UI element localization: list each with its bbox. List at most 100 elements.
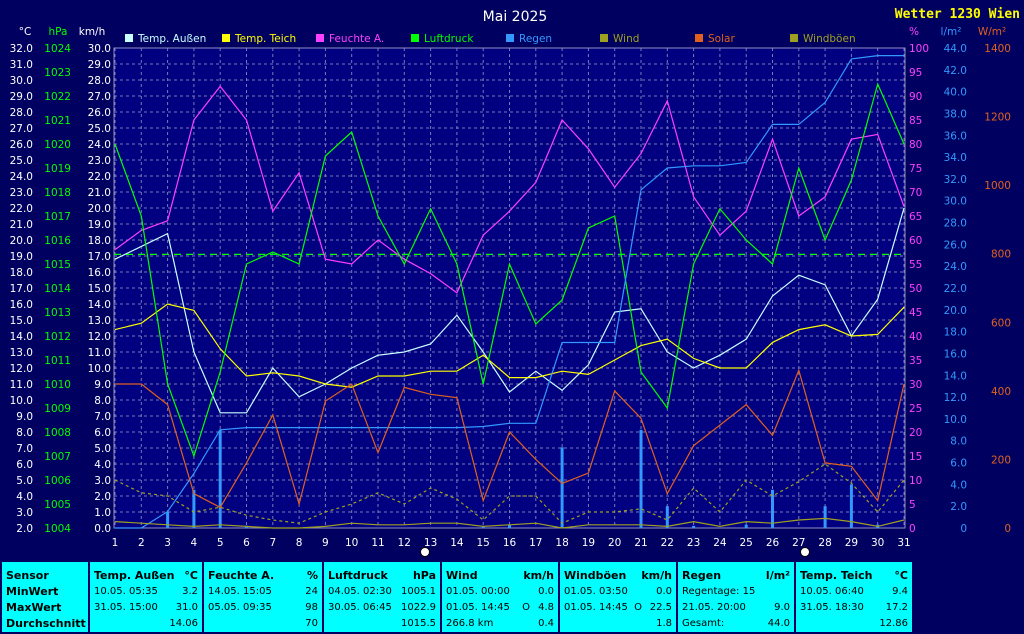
tick-rain: 8.0 [950, 436, 967, 448]
x-tick: 22 [661, 537, 674, 549]
x-tick: 17 [529, 537, 542, 549]
tick-solar: 200 [991, 454, 1011, 466]
tick-rain: 32.0 [944, 174, 967, 186]
rain-total-label: Gesamt: [682, 618, 725, 629]
tick-hpa: 1006 [44, 475, 71, 487]
tick-pct: 40 [909, 331, 922, 343]
unit-rain: l/m² [941, 26, 962, 38]
gust-min-val: 0.0 [656, 586, 672, 597]
tick-temp: 19.0 [10, 251, 33, 263]
moon-phase-icons [420, 547, 810, 557]
tick-kmh: 5.0 [94, 443, 111, 455]
series-line-solar [115, 368, 905, 509]
tick-temp: 20.0 [10, 235, 33, 247]
x-tick: 11 [371, 537, 384, 549]
series-line-humidity [114, 85, 905, 294]
legend-label-solar: Solar [708, 33, 735, 45]
x-tick: 21 [634, 537, 647, 549]
tick-temp: 16.0 [10, 299, 33, 311]
tick-temp: 14.0 [10, 331, 33, 343]
tick-rain: 44.0 [944, 43, 967, 55]
tick-kmh: 21.0 [88, 187, 111, 199]
x-tick: 9 [322, 537, 329, 549]
humidity-max-date: 05.05. 09:35 [208, 602, 272, 613]
gust-header: Windböen [564, 569, 627, 582]
tick-temp: 6.0 [16, 459, 33, 471]
x-tick: 14 [450, 537, 464, 549]
tick-temp: 7.0 [16, 443, 33, 455]
tick-temp: 30.0 [10, 75, 33, 87]
tick-hpa: 1013 [44, 307, 71, 319]
wind-max-val: 4.8 [538, 602, 554, 613]
x-tick: 2 [138, 537, 145, 549]
max-label: MaxWert [6, 601, 62, 614]
legend-label-temp_pond: Temp. Teich [234, 33, 296, 45]
tick-temp: 13.0 [10, 347, 33, 359]
tick-kmh: 4.0 [94, 459, 111, 471]
tick-hpa: 1016 [44, 235, 71, 247]
tick-hpa: 1022 [44, 91, 71, 103]
tick-kmh: 30.0 [88, 43, 111, 55]
rain-unit: l/m² [765, 569, 790, 582]
legend-label-temp_out: Temp. Außen [137, 33, 206, 45]
legend-swatch-temp_out [125, 34, 133, 42]
tick-rain: 34.0 [944, 152, 967, 164]
chart-legend: Temp. Außen Temp. Teich Feuchte A. Luftdruc… [125, 33, 856, 45]
tick-hpa: 1005 [44, 499, 71, 511]
x-tick: 10 [345, 537, 358, 549]
tick-kmh: 26.0 [88, 107, 111, 119]
tick-rain: 30.0 [944, 196, 967, 208]
series-line-temp_pond [114, 303, 905, 388]
series-line-temp_out [114, 207, 905, 414]
temp-pond-min-date: 10.05. 06:40 [800, 586, 864, 597]
tick-rain: 0 [960, 523, 967, 535]
tick-solar: 0 [1004, 523, 1011, 535]
tick-temp: 21.0 [10, 219, 33, 231]
pressure-header: Luftdruck [328, 569, 388, 582]
col-pressure: Luftdruck hPa 04.05. 02:30 1005.1 30.05. 0… [324, 562, 440, 632]
tick-pct: 90 [909, 91, 922, 103]
rain-bar [218, 429, 222, 528]
full-moon-icon [800, 547, 810, 557]
x-tick: 18 [555, 537, 568, 549]
unit-pct: % [909, 26, 919, 38]
wind-max-dir: O [522, 602, 530, 613]
tick-temp: 26.0 [10, 139, 33, 151]
legend-label-rain: Regen [519, 33, 552, 45]
tick-temp: 5.0 [16, 475, 33, 487]
tick-pct: 80 [909, 139, 922, 151]
rain-header: Regen [682, 569, 722, 582]
x-tick: 16 [503, 537, 517, 549]
tick-temp: 3.0 [16, 507, 33, 519]
tick-temp: 28.0 [10, 107, 33, 119]
sensor-header: Sensor [6, 569, 49, 582]
x-tick: 30 [871, 537, 884, 549]
tick-solar: 1400 [984, 43, 1011, 55]
wind-avg: 0.4 [538, 618, 554, 629]
x-axis: 1 2 3 4 5 6 7 8 9 10 11 12 13 14 15 16 17 18 19 20 21 22 23 24 2… [112, 537, 911, 549]
tick-kmh: 1.0 [94, 507, 111, 519]
tick-kmh: 11.0 [88, 347, 111, 359]
tick-kmh: 23.0 [88, 155, 111, 167]
tick-kmh: 24.0 [88, 139, 111, 151]
x-tick: 31 [897, 537, 910, 549]
tick-rain: 40.0 [944, 87, 967, 99]
unit-temp: °C [19, 26, 32, 38]
pressure-max-val: 1022.9 [401, 602, 436, 613]
tick-hpa: 1020 [44, 139, 71, 151]
temp-out-min-val: 3.2 [182, 586, 198, 597]
tick-pct: 45 [909, 307, 922, 319]
legend-label-pressure: Luftdruck [424, 33, 474, 45]
gust-max-dir: O [634, 602, 642, 613]
gust-max-val: 22.5 [649, 602, 672, 613]
x-tick: 6 [243, 537, 250, 549]
min-label: MinWert [6, 585, 59, 598]
station-name: Wetter 1230 Wien [895, 7, 1020, 22]
tick-rain: 42.0 [944, 65, 967, 77]
tick-pct: 10 [909, 475, 922, 487]
tick-temp: 8.0 [16, 427, 33, 439]
tick-temp: 11.0 [10, 379, 33, 391]
tick-temp: 25.0 [10, 155, 33, 167]
tick-temp: 27.0 [10, 123, 33, 135]
tick-pct: 20 [909, 427, 922, 439]
